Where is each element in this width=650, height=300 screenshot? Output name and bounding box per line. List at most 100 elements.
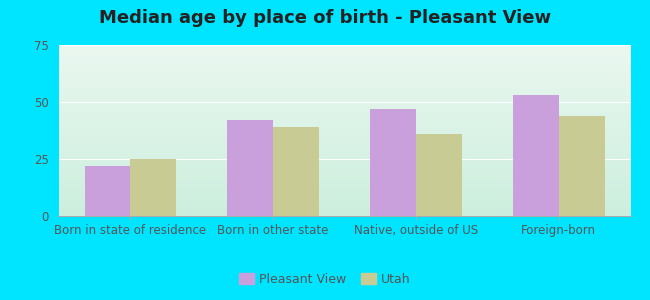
Bar [58, 166, 630, 167]
Bar [58, 160, 630, 161]
Bar [58, 204, 630, 205]
Bar [58, 106, 630, 107]
Bar [58, 70, 630, 71]
Bar [58, 59, 630, 60]
Bar [58, 145, 630, 146]
Bar [58, 46, 630, 47]
Bar [58, 112, 630, 113]
Bar [58, 163, 630, 164]
Bar [273, 127, 318, 216]
Bar [58, 124, 630, 125]
Bar [58, 207, 630, 208]
Bar [58, 82, 630, 83]
Bar [58, 114, 630, 115]
Bar [58, 116, 630, 117]
Bar [58, 107, 630, 108]
Bar [58, 91, 630, 92]
Bar [58, 90, 630, 91]
Bar [58, 121, 630, 122]
Bar [58, 128, 630, 129]
Bar [58, 81, 630, 82]
Bar [58, 137, 630, 138]
Text: Median age by place of birth - Pleasant View: Median age by place of birth - Pleasant … [99, 9, 551, 27]
Bar [58, 187, 630, 188]
Bar [58, 98, 630, 99]
Bar [58, 119, 630, 120]
Bar [58, 45, 630, 46]
Bar [58, 181, 630, 182]
Bar [58, 57, 630, 58]
Bar [58, 142, 630, 143]
Bar [58, 201, 630, 202]
Bar [58, 208, 630, 209]
Bar [84, 166, 130, 216]
Bar [58, 149, 630, 150]
Bar [58, 77, 630, 78]
Bar [58, 111, 630, 112]
Bar [58, 47, 630, 48]
Bar [58, 118, 630, 119]
Bar [58, 71, 630, 72]
Bar [58, 87, 630, 88]
Bar [58, 130, 630, 131]
Bar [58, 144, 630, 145]
Bar [58, 147, 630, 148]
Bar [58, 197, 630, 198]
Bar [58, 93, 630, 94]
Bar [58, 62, 630, 63]
Bar [58, 100, 630, 101]
Bar [58, 125, 630, 126]
Bar [58, 139, 630, 140]
Bar [58, 161, 630, 162]
Bar [58, 154, 630, 155]
Bar [58, 72, 630, 73]
Bar [58, 48, 630, 49]
Bar [58, 56, 630, 57]
Bar [58, 148, 630, 149]
Bar [58, 156, 630, 157]
Bar [58, 103, 630, 104]
Bar [58, 141, 630, 142]
Bar [58, 182, 630, 183]
Bar [58, 165, 630, 166]
Bar [58, 54, 630, 55]
Bar [58, 53, 630, 54]
Bar [58, 155, 630, 156]
Bar [58, 101, 630, 102]
Bar [58, 50, 630, 51]
Bar [58, 172, 630, 173]
Bar [58, 88, 630, 89]
Bar [58, 199, 630, 200]
Bar [58, 176, 630, 177]
Bar [58, 58, 630, 59]
Bar [58, 86, 630, 87]
Bar [58, 193, 630, 194]
Bar [58, 117, 630, 118]
Bar [58, 85, 630, 86]
Bar [58, 151, 630, 152]
Bar [58, 180, 630, 181]
Bar [58, 127, 630, 128]
Bar [58, 162, 630, 163]
Bar [58, 99, 630, 100]
Bar [58, 205, 630, 206]
Bar [58, 167, 630, 168]
Bar [130, 159, 176, 216]
Bar [58, 49, 630, 50]
Bar [58, 157, 630, 158]
Bar [370, 109, 416, 216]
Bar [58, 150, 630, 151]
Bar [58, 104, 630, 105]
Bar [58, 123, 630, 124]
Bar [58, 188, 630, 189]
Bar [58, 68, 630, 69]
Bar [58, 143, 630, 144]
Bar [58, 120, 630, 121]
Bar [58, 95, 630, 96]
Bar [58, 153, 630, 154]
Bar [58, 69, 630, 70]
Bar [58, 79, 630, 80]
Bar [559, 116, 604, 216]
Bar [58, 179, 630, 180]
Bar [58, 94, 630, 95]
